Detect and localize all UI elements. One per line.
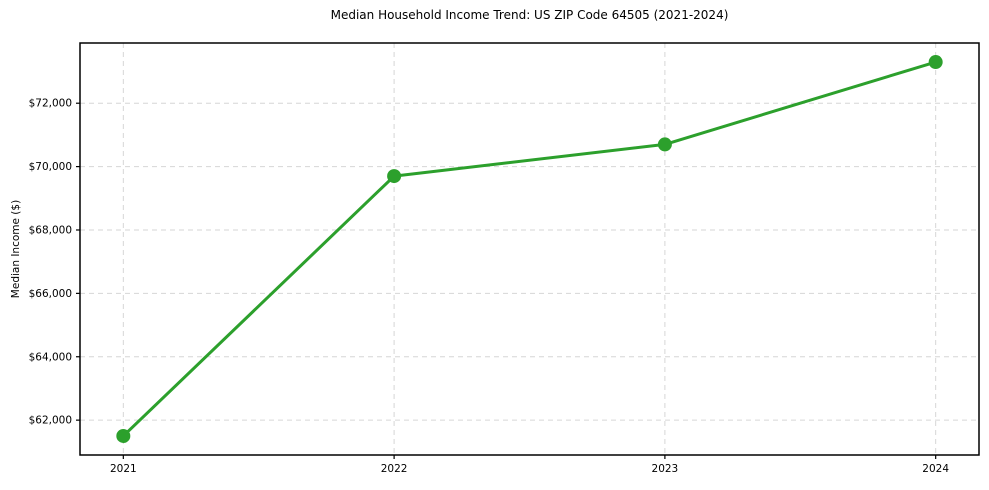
x-tick-label: 2021: [110, 463, 137, 475]
data-point-2024: [928, 55, 943, 70]
x-tick-label: 2023: [652, 463, 679, 475]
trend-line: [121, 60, 938, 438]
y-axis-label: Median Income ($): [10, 199, 22, 299]
data-point-2023: [657, 137, 672, 152]
y-tick-label: $72,000: [29, 98, 72, 110]
y-tick-label: $62,000: [29, 415, 72, 427]
plot-border: [79, 42, 980, 456]
x-tick-label: 2022: [381, 463, 408, 475]
y-tick-label: $64,000: [29, 351, 72, 363]
y-tick-label: $70,000: [29, 161, 72, 173]
data-point-2021: [116, 428, 131, 443]
y-tick-label: $66,000: [29, 288, 72, 300]
y-tick-label: $68,000: [29, 224, 72, 236]
data-point-2022: [387, 169, 402, 184]
chart-title: Median Household Income Trend: US ZIP Co…: [330, 8, 729, 22]
x-tick-label: 2024: [922, 463, 949, 475]
